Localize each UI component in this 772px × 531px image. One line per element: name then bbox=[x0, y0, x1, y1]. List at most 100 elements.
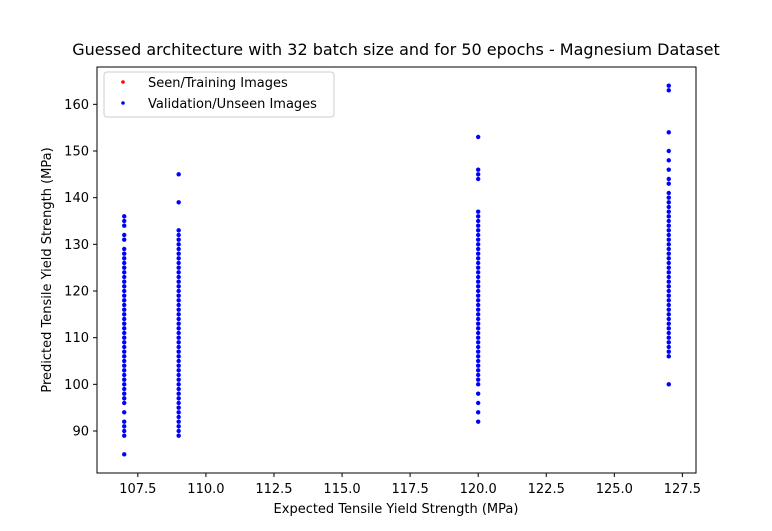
data-point-s1-123 bbox=[475, 256, 481, 261]
data-point-s1-0 bbox=[122, 452, 127, 457]
legend-label-validation: Validation/Unseen Images bbox=[148, 97, 317, 112]
data-point-s1-36 bbox=[122, 260, 127, 266]
data-point-s1-102 bbox=[475, 354, 481, 359]
data-point-s1-169 bbox=[666, 214, 671, 219]
y-tick-label-7: 160 bbox=[64, 98, 89, 113]
legend-marker-seen bbox=[121, 80, 125, 84]
data-point-s1-106 bbox=[475, 335, 481, 340]
data-point-s1-18 bbox=[122, 344, 127, 350]
data-point-s1-141 bbox=[666, 344, 671, 350]
data-point-s1-181 bbox=[666, 88, 671, 93]
data-point-s1-13 bbox=[122, 368, 127, 373]
data-point-s1-24 bbox=[122, 316, 127, 322]
data-point-s1-97 bbox=[475, 377, 481, 382]
data-point-s1-129 bbox=[475, 228, 481, 233]
data-point-s1-92 bbox=[475, 419, 481, 424]
data-point-s1-58 bbox=[176, 372, 181, 378]
data-point-s1-91 bbox=[176, 172, 181, 177]
data-point-s1-65 bbox=[176, 340, 181, 345]
x-tick-label-2: 112.5 bbox=[255, 482, 292, 497]
data-point-s1-56 bbox=[176, 382, 181, 387]
data-point-s1-30 bbox=[122, 288, 127, 294]
data-point-s1-50 bbox=[176, 410, 181, 415]
legend-box bbox=[103, 71, 335, 118]
data-point-s1-2 bbox=[122, 428, 127, 434]
data-point-s1-59 bbox=[176, 368, 181, 373]
data-point-s1-46 bbox=[176, 428, 181, 434]
data-point-s1-66 bbox=[176, 335, 181, 340]
data-point-s1-45 bbox=[176, 433, 181, 438]
data-point-s1-159 bbox=[666, 260, 671, 266]
data-point-s1-88 bbox=[176, 232, 181, 238]
data-point-s1-5 bbox=[122, 410, 127, 415]
data-point-s1-21 bbox=[122, 330, 127, 336]
data-point-s1-87 bbox=[176, 237, 181, 242]
data-point-s1-60 bbox=[176, 363, 181, 368]
data-point-s1-22 bbox=[122, 326, 127, 331]
data-point-s1-161 bbox=[666, 251, 671, 256]
data-point-s1-154 bbox=[666, 284, 671, 289]
data-point-s1-108 bbox=[475, 326, 481, 331]
y-axis-label: Predicted Tensile Yield Strength (MPa) bbox=[40, 147, 55, 392]
data-point-s1-67 bbox=[176, 330, 181, 336]
data-point-s1-139 bbox=[666, 354, 671, 359]
data-point-s1-120 bbox=[475, 270, 481, 275]
data-point-s1-118 bbox=[475, 279, 481, 284]
data-point-s1-11 bbox=[122, 377, 127, 382]
data-point-s1-110 bbox=[475, 316, 481, 322]
data-point-s1-175 bbox=[666, 181, 671, 186]
data-point-s1-112 bbox=[475, 307, 481, 312]
data-point-s1-72 bbox=[176, 307, 181, 312]
data-point-s1-173 bbox=[666, 195, 671, 200]
data-point-s1-136 bbox=[475, 167, 481, 172]
data-point-s1-28 bbox=[122, 298, 127, 303]
data-point-s1-10 bbox=[122, 382, 127, 387]
data-point-s1-15 bbox=[122, 358, 127, 364]
data-point-s1-150 bbox=[666, 302, 671, 308]
data-point-s1-51 bbox=[176, 405, 181, 410]
data-point-s1-42 bbox=[122, 223, 127, 228]
data-point-s1-74 bbox=[176, 298, 181, 303]
data-point-s1-149 bbox=[666, 307, 671, 312]
data-point-s1-38 bbox=[122, 251, 127, 256]
data-point-s1-114 bbox=[475, 298, 481, 303]
x-tick-label-8: 127.5 bbox=[664, 482, 701, 497]
data-point-s1-33 bbox=[122, 274, 127, 280]
data-point-s1-43 bbox=[122, 218, 127, 224]
data-points bbox=[122, 83, 671, 457]
data-point-s1-48 bbox=[176, 419, 181, 424]
data-point-s1-9 bbox=[122, 386, 127, 392]
legend: Seen/Training Images Validation/Unseen I… bbox=[103, 71, 335, 118]
data-point-s1-164 bbox=[666, 237, 671, 242]
legend-marker-validation bbox=[121, 101, 125, 105]
x-tick-label-3: 115.0 bbox=[323, 482, 360, 497]
data-point-s1-14 bbox=[122, 363, 127, 368]
data-point-s1-124 bbox=[475, 251, 481, 256]
data-point-s1-54 bbox=[176, 391, 181, 396]
data-point-s1-171 bbox=[666, 204, 671, 210]
data-point-s1-156 bbox=[666, 274, 671, 280]
data-point-s1-151 bbox=[666, 298, 671, 303]
data-point-s1-170 bbox=[666, 209, 671, 214]
y-tick-label-3: 120 bbox=[64, 285, 89, 300]
data-point-s1-32 bbox=[122, 279, 127, 284]
data-point-s1-89 bbox=[176, 228, 181, 233]
data-point-s1-34 bbox=[122, 270, 127, 275]
data-point-s1-62 bbox=[176, 354, 181, 359]
data-point-s1-73 bbox=[176, 302, 181, 308]
data-point-s1-23 bbox=[122, 321, 127, 326]
data-point-s1-19 bbox=[122, 340, 127, 345]
x-tick-label-5: 120.0 bbox=[460, 482, 497, 497]
data-point-s1-75 bbox=[176, 293, 181, 298]
y-tick-label-5: 140 bbox=[64, 191, 89, 206]
y-axis: 90 100 110 120 130 140 150 160 bbox=[64, 98, 97, 440]
data-point-s1-135 bbox=[475, 172, 481, 177]
data-point-s1-131 bbox=[475, 218, 481, 224]
data-point-s1-61 bbox=[176, 358, 181, 364]
data-point-s1-44 bbox=[122, 214, 127, 219]
data-point-s1-140 bbox=[666, 349, 671, 354]
data-point-s1-98 bbox=[475, 372, 481, 378]
data-point-s1-121 bbox=[475, 265, 481, 270]
data-point-s1-68 bbox=[176, 326, 181, 331]
data-point-s1-4 bbox=[122, 419, 127, 424]
